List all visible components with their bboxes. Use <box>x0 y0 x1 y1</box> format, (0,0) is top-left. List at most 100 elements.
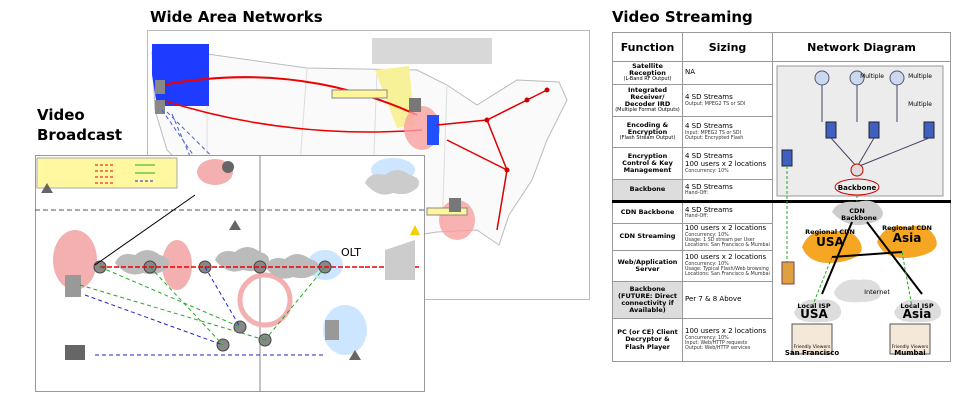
broadcast-diagram-polygon <box>41 183 53 193</box>
network-label: Internet <box>864 288 890 296</box>
wan-map-rect <box>155 100 165 114</box>
column-header: Sizing <box>682 32 773 62</box>
network-diagram-g-rect <box>781 149 793 167</box>
function-cell: Encoding & Encryption (Flash Stream Outpu… <box>612 116 683 148</box>
network-label: Asia <box>893 231 922 245</box>
sizing-detail: Concurrency: 10% <box>685 168 729 174</box>
sizing-line: 100 users x 2 locations <box>685 224 767 233</box>
sizing-line: 4 SD Streams <box>685 182 733 191</box>
wan-map-rect <box>155 80 165 94</box>
broadcast-diagram-rect <box>65 275 81 297</box>
function-cell: Encryption Control & Key Management <box>612 147 683 180</box>
broadcast-title-1: Video <box>37 106 85 124</box>
wan-map-g-circle <box>524 97 530 103</box>
network-diagram-path <box>894 299 942 323</box>
network-label: Multiple <box>860 73 884 80</box>
table-row: PC (or CE) Client Decryptor & Flash Play… <box>612 318 951 362</box>
sizing-cell: 4 SD Streams Output: MPEG2 TS or SDI <box>682 84 773 117</box>
network-label: Asia <box>903 307 932 321</box>
sizing-cell: 4 SD Streams Hand-Off: <box>682 200 773 224</box>
wan-map-rect <box>449 198 461 212</box>
function-note: (L-Band RF Output) <box>623 76 672 83</box>
function-name: PC (or CE) Client Decryptor & Flash Play… <box>617 328 678 351</box>
broadcast-diagram-g <box>93 260 332 352</box>
network-label: Backbone <box>841 214 877 222</box>
network-diagram-rect <box>781 261 795 285</box>
sizing-line: 4 SD Streams <box>685 205 733 214</box>
network-label: Mumbai <box>894 349 925 357</box>
sizing-detail: Usage: Typical Flash/Web browsing <box>685 267 769 273</box>
network-diagram-path <box>802 230 862 263</box>
function-note: (Flash Stream Output) <box>619 135 676 142</box>
sizing-cell: Per 7 & 8 Above <box>682 281 773 319</box>
wan-map-path <box>161 76 418 116</box>
function-note: (Multiple Format Outputs) <box>615 107 680 114</box>
sizing-detail: Concurrency: 10% <box>685 261 729 267</box>
sizing-line: 4 SD Streams <box>685 93 733 102</box>
broadcast-diagram-ellipse <box>323 305 367 355</box>
table-row: Encryption Control & Key Management 4 SD … <box>612 147 951 180</box>
header-row: Function Sizing Network Diagram <box>612 32 951 62</box>
function-cell: CDN Backbone <box>612 200 683 224</box>
wan-map-rect <box>409 98 421 112</box>
wan-map-g-circle <box>544 87 550 93</box>
broadcast-diagram-polygon <box>349 350 361 360</box>
function-name: Encryption Control & Key Management <box>622 151 673 175</box>
sizing-detail: Hand-Off: <box>685 191 709 197</box>
network-diagram-path <box>811 251 913 308</box>
network-diagram-path <box>821 221 923 295</box>
wan-map-polygon <box>375 66 415 128</box>
network-diagram-g-circle <box>814 70 830 86</box>
network-diagram-g-circle <box>889 70 905 86</box>
network-label: Friendly Viewers <box>794 344 831 350</box>
sizing-cell: 100 users x 2 locations Concurrency: 10% I… <box>682 318 773 362</box>
sizing-cell: 4 SD Streams Hand-Off: <box>682 179 773 202</box>
sizing-detail: Output: Web/HTTP services <box>685 346 751 352</box>
sizing-cell: 4 SD Streams 100 users x 2 locations Concu… <box>682 147 773 180</box>
sizing-cell: 100 users x 2 locations Concurrency: 10% U… <box>682 250 773 282</box>
network-diagram-circle <box>850 163 864 177</box>
broadcast-diagram-path <box>135 164 155 174</box>
wan-map-path <box>161 99 423 133</box>
network-diagram-rect <box>791 323 833 355</box>
wan-map-rect <box>372 38 492 64</box>
wan-map-rect <box>427 115 439 145</box>
broadcast-diagram-path <box>95 164 115 184</box>
network-diagram-path <box>794 299 842 323</box>
network-diagram-g-rect <box>825 121 837 139</box>
broadcast-diagram-polygon <box>229 220 241 230</box>
function-cell: PC (or CE) Client Decryptor & Flash Play… <box>612 318 683 362</box>
function-cell: Backbone (FUTURE: Direct connectivity if… <box>612 281 683 319</box>
sizing-detail: Input: MPEG2 TS or SDI <box>685 130 742 136</box>
function-cell: CDN Streaming <box>612 223 683 251</box>
broadcast-diagram-ellipse <box>237 272 293 328</box>
function-cell: Satellite Reception (L-Band RF Output) <box>612 61 683 85</box>
network-label: Multiple <box>908 73 932 80</box>
network-diagram-g-rect <box>923 121 935 139</box>
sizing-line: NA <box>685 68 696 77</box>
sizing-line: 100 users x 2 locations <box>685 327 767 336</box>
network-label: San Francisco <box>785 349 840 357</box>
sizing-detail: Concurrency: 10% <box>685 335 729 341</box>
sizing-cell: 4 SD Streams Input: MPEG2 TS or SDI Output… <box>682 116 773 148</box>
sizing-detail: Input: Web/HTTP requests <box>685 341 748 347</box>
function-name: CDN Backbone <box>620 208 675 217</box>
table-row: Backbone (FUTURE: Direct connectivity if… <box>612 281 951 319</box>
wan-map-path <box>152 44 209 106</box>
broadcast-diagram: OLT <box>35 155 425 392</box>
network-label: Friendly Viewers <box>892 344 929 350</box>
network-label: Regional CDN <box>882 224 932 232</box>
wan-title: Wide Area Networks <box>150 8 323 26</box>
sizing-detail: Usage: 1 SD stream per User <box>685 238 755 244</box>
network-label: USA <box>800 307 828 321</box>
function-name: Backbone (FUTURE: Direct connectivity if… <box>618 284 677 315</box>
network-diagram-path <box>821 85 930 168</box>
function-cell: Web/Application Server <box>612 250 683 282</box>
wan-map-g <box>484 87 550 173</box>
broadcast-diagram-circle <box>222 161 234 173</box>
broadcast-diagram-rect <box>325 320 339 340</box>
wan-map-rect <box>331 89 388 99</box>
column-header: Network Diagram <box>772 32 951 62</box>
sizing-cell: 100 users x 2 locations Concurrency: 10% U… <box>682 223 773 251</box>
network-diagram-g-rect <box>868 121 880 139</box>
